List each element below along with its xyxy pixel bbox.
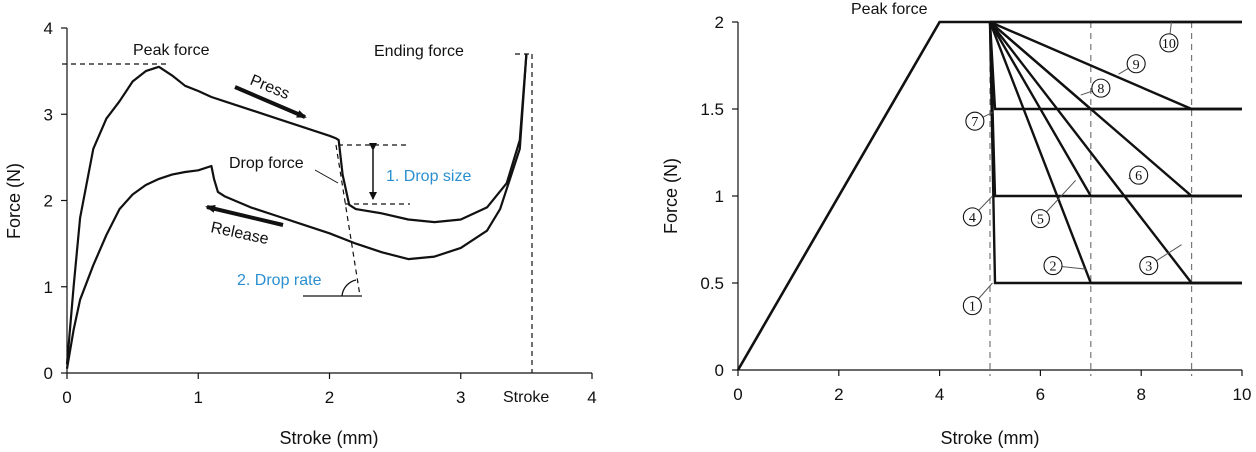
right-y-tick-label: 0.5: [700, 274, 724, 293]
callout-number-glyph: 3: [1145, 260, 1152, 275]
left-x-tick-label: 3: [456, 388, 465, 407]
callout-number-glyph: 9: [1133, 58, 1140, 73]
callout-circle: [1159, 33, 1179, 53]
left-y-tick-label: 3: [44, 105, 53, 124]
right-y-tick-label: 0: [715, 361, 724, 380]
callout-number-glyph: 8: [1097, 82, 1104, 97]
callout-circle: [962, 207, 982, 227]
left-axis-ticks: 0 1 2 3 4 0 1 2 3 4: [44, 19, 597, 407]
left-series: [65, 53, 528, 369]
right-peak-force-label: Peak force: [851, 1, 928, 18]
stroke-label: Stroke: [503, 389, 549, 406]
callout-circle: [1126, 54, 1146, 74]
right-callouts: ①1②2③3④4⑤5⑥6⑦7⑧8⑨9⑩10: [962, 21, 1182, 316]
unloading-path-7: [988, 21, 1242, 111]
left-y-tick-label: 1: [44, 278, 53, 297]
left-y-tick-label: 4: [44, 19, 53, 38]
left-x-axis-label: Stroke (mm): [280, 428, 379, 448]
drop-force-label: Drop force: [229, 155, 304, 172]
press-label: Press: [248, 72, 292, 103]
press-arrow: [234, 85, 307, 119]
left-y-tick-label: 0: [44, 364, 53, 383]
right-series: [736, 20, 1242, 371]
callout-number-glyph: 4: [969, 211, 976, 226]
callout-number-glyph: 7: [971, 115, 978, 130]
right-x-tick-label: 8: [1136, 385, 1145, 404]
right-x-tick-label: 6: [1036, 385, 1045, 404]
drop-rate-angle-arc: [341, 279, 357, 297]
right-chart: 0 2 4 6 8 10 0 0.5 1 1.5 2 Stroke (mm) Force (N) ①…: [661, 1, 1251, 448]
left-x-tick-label: 0: [62, 388, 71, 407]
left-x-tick-label: 2: [325, 388, 334, 407]
callout-number-glyph: 2: [1050, 260, 1057, 275]
unloading-path-3: [989, 21, 1242, 285]
release-arrow: [205, 204, 284, 227]
right-x-axis-label: Stroke (mm): [941, 428, 1040, 448]
callout-number-glyph: 5: [1037, 213, 1044, 228]
left-x-tick-label: 4: [587, 388, 596, 407]
left-y-tick-label: 2: [44, 192, 53, 211]
left-x-tick-label: 1: [194, 388, 203, 407]
drop-rate-dash: [335, 144, 361, 297]
right-y-tick-label: 1.5: [700, 100, 724, 119]
drop-size-label: 1. Drop size: [386, 168, 471, 185]
callout-circle: [1030, 209, 1050, 229]
unloading-path-9: [989, 20, 1242, 111]
release-label: Release: [209, 219, 270, 248]
callout-circle: [1129, 165, 1149, 185]
left-chart: 0 1 2 3 4 0 1 2 3 4 Stroke (mm) Force (N) Peak fo…: [4, 19, 597, 448]
right-x-tick-label: 0: [733, 385, 742, 404]
callout-number-glyph: 6: [1135, 169, 1142, 184]
right-x-tick-label: 2: [834, 385, 843, 404]
unloading-path-1: [988, 21, 1242, 285]
right-y-axis-label: Force (N): [661, 158, 681, 234]
left-y-axis-label: Force (N): [4, 163, 24, 239]
right-axis-ticks: 0 2 4 6 8 10 0 0.5 1 1.5 2: [700, 13, 1251, 404]
callout-circle: [1139, 256, 1159, 276]
right-x-tick-label: 4: [935, 385, 944, 404]
right-x-tick-label: 10: [1233, 385, 1252, 404]
drop-force-leader: [314, 169, 339, 184]
callout-number-glyph: 1: [969, 300, 976, 315]
series-release-curve: [65, 53, 528, 369]
callout-circle: [1043, 256, 1063, 276]
right-y-tick-label: 2: [715, 13, 724, 32]
ending-force-label: Ending force: [374, 43, 464, 60]
callout-number-glyph: 10: [1162, 37, 1176, 52]
callout-circle: [962, 296, 982, 316]
series-press-curve: [65, 53, 528, 365]
callout-circle: [965, 111, 985, 131]
peak-force-label: Peak force: [133, 42, 210, 59]
unloading-path-8: [989, 21, 1242, 111]
drop-rate-label: 2. Drop rate: [237, 272, 322, 289]
unloading-path-2: [988, 21, 1242, 285]
left-reference-lines: [62, 53, 533, 373]
right-y-tick-label: 1: [715, 187, 724, 206]
callout-circle: [1091, 78, 1111, 98]
